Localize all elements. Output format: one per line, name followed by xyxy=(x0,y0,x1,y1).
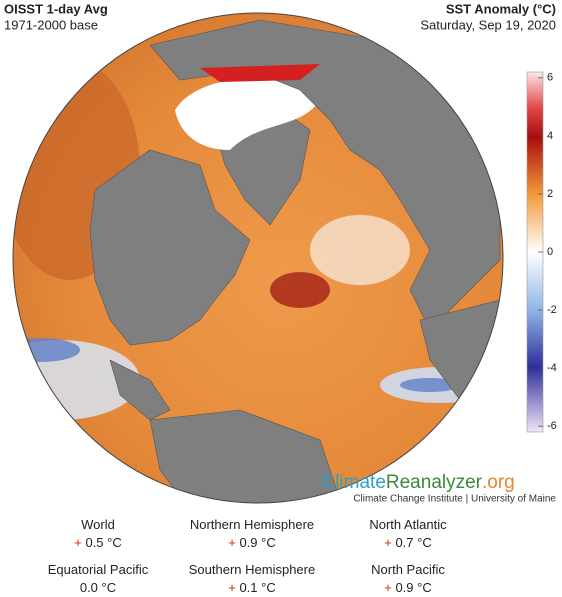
credit: Climate Change Institute | University of… xyxy=(353,494,556,505)
stat-sign: + xyxy=(384,580,392,595)
stat-value: 0.7 xyxy=(395,535,414,550)
stat-value-row: + 0.9 °C xyxy=(167,534,337,552)
land xyxy=(89,149,251,346)
colorbar-tick-label: -4 xyxy=(547,362,557,374)
map-canvas: OISST 1-day Avg 1971-2000 base SST Anoma… xyxy=(4,1,557,505)
colorbar-tick-label: -2 xyxy=(547,304,557,316)
stat-unit: °C xyxy=(417,580,432,595)
colorbar-tick-label: 0 xyxy=(547,246,553,258)
stat-label-row: Northern Hemisphere xyxy=(167,516,337,534)
stat-unit: °C xyxy=(107,535,122,550)
stat-value-row: + 0.1 °C xyxy=(167,579,337,597)
stat-unit: °C xyxy=(261,580,276,595)
stat-unit: °C xyxy=(261,535,276,550)
stat-value: 0.5 xyxy=(85,535,104,550)
stat-label: Southern Hemisphere xyxy=(188,562,316,577)
stat-value: 0.0 xyxy=(79,580,98,595)
stat-value-row: 0.0 °C xyxy=(13,579,183,597)
stat-label-row: World xyxy=(13,516,183,534)
stat-unit: °C xyxy=(417,535,432,550)
stat-sign: + xyxy=(384,535,392,550)
stat: Equatorial Pacific 0.0 °C xyxy=(13,561,183,597)
stat-value-row: + 0.5 °C xyxy=(13,534,183,552)
sea-ice xyxy=(175,78,320,150)
neutral-anomaly xyxy=(310,215,410,285)
colorbar-tick-label: -6 xyxy=(547,420,557,432)
cool-anomaly xyxy=(400,378,460,392)
land xyxy=(109,359,171,421)
stat-label: World xyxy=(81,517,115,532)
stat-label-row: North Atlantic xyxy=(323,516,493,534)
colorbar-tick-label: 2 xyxy=(547,188,553,200)
brand: ClimateReanalyzer xyxy=(321,472,482,493)
stat: North Pacific + 0.9 °C xyxy=(323,561,493,597)
globe xyxy=(13,13,503,503)
stat: Northern Hemisphere + 0.9 °C xyxy=(167,516,337,552)
subtitle: 1971-2000 base xyxy=(4,17,98,32)
stat-value: 0.1 xyxy=(239,580,258,595)
stat-value: 0.9 xyxy=(239,535,258,550)
stat: World + 0.5 °C xyxy=(13,516,183,552)
cool-anomaly xyxy=(13,338,80,362)
stat-sign: + xyxy=(74,535,82,550)
warm-anomaly xyxy=(270,272,330,308)
colorbar-tick-label: 6 xyxy=(547,72,553,84)
stat-label: Northern Hemisphere xyxy=(189,517,315,532)
colorbar-tick-label: 4 xyxy=(547,130,553,142)
brand-part: Climate xyxy=(321,472,385,493)
globe-outline xyxy=(12,12,504,504)
legend-title: SST Anomaly (°C) xyxy=(446,1,556,16)
stat-label-row: Equatorial Pacific xyxy=(13,561,183,579)
stat-value: 0.9 xyxy=(395,580,414,595)
title: OISST 1-day Avg xyxy=(4,1,108,16)
stat: Southern Hemisphere + 0.1 °C xyxy=(167,561,337,597)
stat-label: North Atlantic xyxy=(369,517,447,532)
stat-label-row: North Pacific xyxy=(323,561,493,579)
stat-value-row: + 0.7 °C xyxy=(323,534,493,552)
brand-suffix: .org xyxy=(482,472,515,493)
stat-sign: + xyxy=(228,580,236,595)
brand-part: Reanalyzer xyxy=(386,472,483,493)
stat-value-row: + 0.9 °C xyxy=(323,579,493,597)
stat: North Atlantic + 0.7 °C xyxy=(323,516,493,552)
stat-sign: + xyxy=(228,535,236,550)
stat-label-row: Southern Hemisphere xyxy=(167,561,337,579)
stat-label: Equatorial Pacific xyxy=(47,562,149,577)
warm-anomaly xyxy=(200,64,320,82)
stat-label: North Pacific xyxy=(371,562,445,577)
stat-unit: °C xyxy=(101,580,117,595)
date: Saturday, Sep 19, 2020 xyxy=(420,17,556,32)
